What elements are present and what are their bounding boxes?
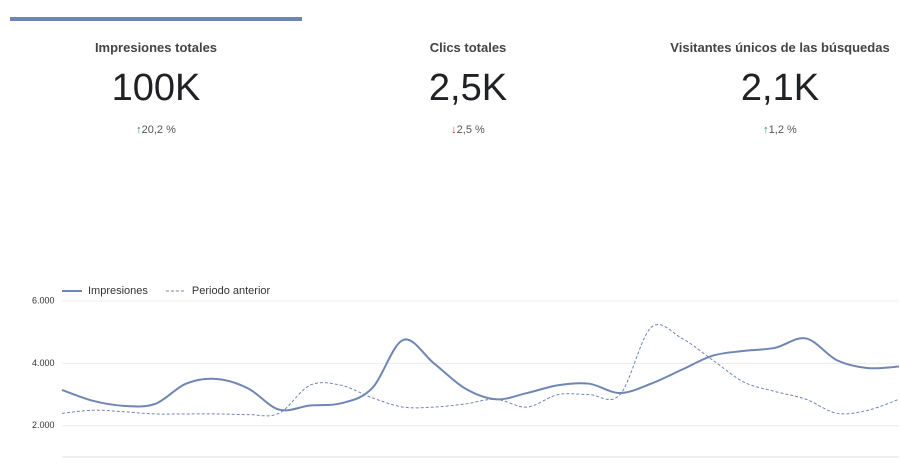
trend-arrow: ↑ xyxy=(136,124,142,136)
series-line xyxy=(61,324,900,417)
legend-label: Periodo anterior xyxy=(192,285,271,297)
active-tab-indicator xyxy=(10,17,302,21)
chart: 2.000 4.000 6.000 Impresiones Periodo anteri… xyxy=(32,285,900,458)
kpi-delta-row: ↓2,5 % xyxy=(318,124,618,136)
kpi-delta: 20,2 % xyxy=(141,124,176,136)
kpi-title: Impresiones totales xyxy=(94,40,218,55)
kpi-title: Visitantes únicos de las búsquedas xyxy=(670,40,890,55)
y-tick-label: 2.000 xyxy=(32,420,55,430)
trend-arrow: ↓ xyxy=(451,124,457,136)
trend-arrow: ↑ xyxy=(763,124,769,136)
kpi-delta-row: ↑20,2 % xyxy=(6,124,306,136)
kpi-value: 100K xyxy=(111,67,201,109)
kpi-delta: 2,5 % xyxy=(456,124,485,136)
kpi-delta-row: ↑1,2 % xyxy=(630,124,900,136)
y-tick-label: 6.000 xyxy=(32,295,55,305)
kpi-title: Clics totales xyxy=(429,40,507,55)
kpi-value: 2,5K xyxy=(428,67,508,109)
kpi-card[interactable]: Visitantes únicos de las búsquedas 2,1K … xyxy=(630,40,900,136)
y-tick-label: 4.000 xyxy=(32,358,55,368)
kpi-delta: 1,2 % xyxy=(768,124,797,136)
legend-label: Impresiones xyxy=(88,285,148,297)
kpi-value: 2,1K xyxy=(740,67,820,109)
kpi-card[interactable]: Impresiones totales 100K ↑20,2 % xyxy=(6,40,306,136)
series-line xyxy=(61,337,900,412)
kpi-card[interactable]: Clics totales 2,5K ↓2,5 % xyxy=(318,40,618,136)
